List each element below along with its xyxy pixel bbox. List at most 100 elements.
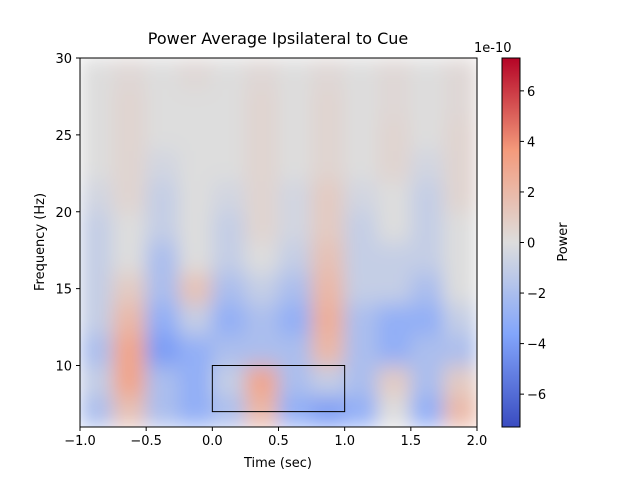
heatmap-cell xyxy=(410,119,445,151)
heatmap-cell xyxy=(211,365,246,397)
y-tick-label: 30 xyxy=(55,52,72,67)
heatmap-cell xyxy=(145,334,180,366)
heatmap-cell xyxy=(211,58,246,90)
heatmap-cell xyxy=(80,149,114,182)
heatmap-cell xyxy=(344,211,379,243)
heatmap-cell xyxy=(145,211,180,243)
heatmap-cell xyxy=(278,211,313,243)
heatmap-cell xyxy=(145,272,180,305)
heatmap-cell xyxy=(145,58,180,90)
heatmap-cell xyxy=(112,272,147,305)
heatmap-cell xyxy=(344,180,379,213)
heatmap-cell xyxy=(244,334,279,366)
heatmap-cell xyxy=(278,119,313,151)
heatmap-cell xyxy=(278,242,313,274)
heatmap-cell xyxy=(410,211,445,243)
heatmap-cell xyxy=(145,180,180,213)
heatmap-cell xyxy=(443,119,477,151)
heatmap-cell xyxy=(244,272,279,305)
heatmap-cell xyxy=(443,395,477,427)
colorbar-tick-label: 2 xyxy=(527,186,535,201)
heatmap-cell xyxy=(344,395,379,427)
heatmap-cell xyxy=(443,303,477,336)
chart-title: Power Average Ipsilateral to Cue xyxy=(148,29,409,48)
heatmap-cell xyxy=(112,180,147,213)
heatmap-cell xyxy=(377,119,412,151)
heatmap-cell xyxy=(278,365,313,397)
heatmap-cell xyxy=(443,180,477,213)
heatmap-cell xyxy=(311,242,346,274)
heatmap-cell xyxy=(377,58,412,90)
heatmap-cell xyxy=(377,180,412,213)
heatmap-cell xyxy=(112,211,147,243)
heatmap-cell xyxy=(344,119,379,151)
colorbar-tick-label: 6 xyxy=(527,85,535,100)
heatmap-cell xyxy=(344,365,379,397)
heatmap-cell xyxy=(278,58,313,90)
heatmap-cell xyxy=(244,88,279,120)
heatmap-cell xyxy=(443,272,477,305)
heatmap-cell xyxy=(344,88,379,120)
y-axis-label: Frequency (Hz) xyxy=(33,193,48,291)
colorbar xyxy=(501,57,521,428)
heatmap-cell xyxy=(344,272,379,305)
heatmap-cell xyxy=(344,149,379,182)
heatmap-cell xyxy=(211,334,246,366)
heatmap-cell xyxy=(178,272,213,305)
y-tick-label: 10 xyxy=(55,360,72,375)
heatmap-cell xyxy=(211,303,246,336)
heatmap-cell xyxy=(145,395,180,427)
heatmap-cell xyxy=(178,365,213,397)
heatmap-cell xyxy=(443,58,477,90)
heatmap-cell xyxy=(344,334,379,366)
heatmap-cell xyxy=(278,303,313,336)
heatmap-cell xyxy=(311,58,346,90)
heatmap-cell xyxy=(244,303,279,336)
heatmap-cell xyxy=(311,119,346,151)
heatmap-cell xyxy=(410,272,445,305)
heatmap-cell xyxy=(443,365,477,397)
heatmap-cell xyxy=(178,334,213,366)
x-tick-label: 2.0 xyxy=(467,434,488,449)
heatmap-cell xyxy=(410,58,445,90)
heatmap-cell xyxy=(410,149,445,182)
heatmap-cell xyxy=(244,149,279,182)
heatmap-cell xyxy=(344,58,379,90)
heatmap-cell xyxy=(311,88,346,120)
heatmap-cell xyxy=(344,303,379,336)
heatmap-cell xyxy=(377,88,412,120)
heatmap-cell xyxy=(145,88,180,120)
heatmap-cell xyxy=(112,365,147,397)
heatmap-cell xyxy=(211,119,246,151)
colorbar-tick-label: −4 xyxy=(527,338,546,353)
heatmap xyxy=(80,58,477,427)
heatmap-cell xyxy=(112,242,147,274)
heatmap-cell xyxy=(178,242,213,274)
heatmap-cell xyxy=(410,180,445,213)
y-tick-label: 15 xyxy=(55,283,72,298)
y-tick-label: 20 xyxy=(55,206,72,221)
heatmap-cell xyxy=(112,119,147,151)
heatmap-cell xyxy=(145,365,180,397)
heatmap-cell xyxy=(112,303,147,336)
heatmap-cell xyxy=(178,88,213,120)
heatmap-cell xyxy=(211,272,246,305)
heatmap-cell xyxy=(145,242,180,274)
heatmap-cell xyxy=(80,211,114,243)
overlay xyxy=(211,365,346,413)
heatmap-cell xyxy=(178,180,213,213)
heatmap-cell xyxy=(311,211,346,243)
heatmap-cell xyxy=(112,88,147,120)
heatmap-cell xyxy=(112,149,147,182)
heatmap-cell xyxy=(145,119,180,151)
heatmap-cell xyxy=(244,180,279,213)
heatmap-cell xyxy=(443,88,477,120)
x-tick-label: 1.0 xyxy=(334,434,355,449)
heatmap-cell xyxy=(377,303,412,336)
colorbar-offset: 1e-10 xyxy=(474,41,512,56)
heatmap-cell xyxy=(443,211,477,243)
heatmap-cell xyxy=(377,242,412,274)
heatmap-cell xyxy=(211,211,246,243)
heatmap-cell xyxy=(377,334,412,366)
